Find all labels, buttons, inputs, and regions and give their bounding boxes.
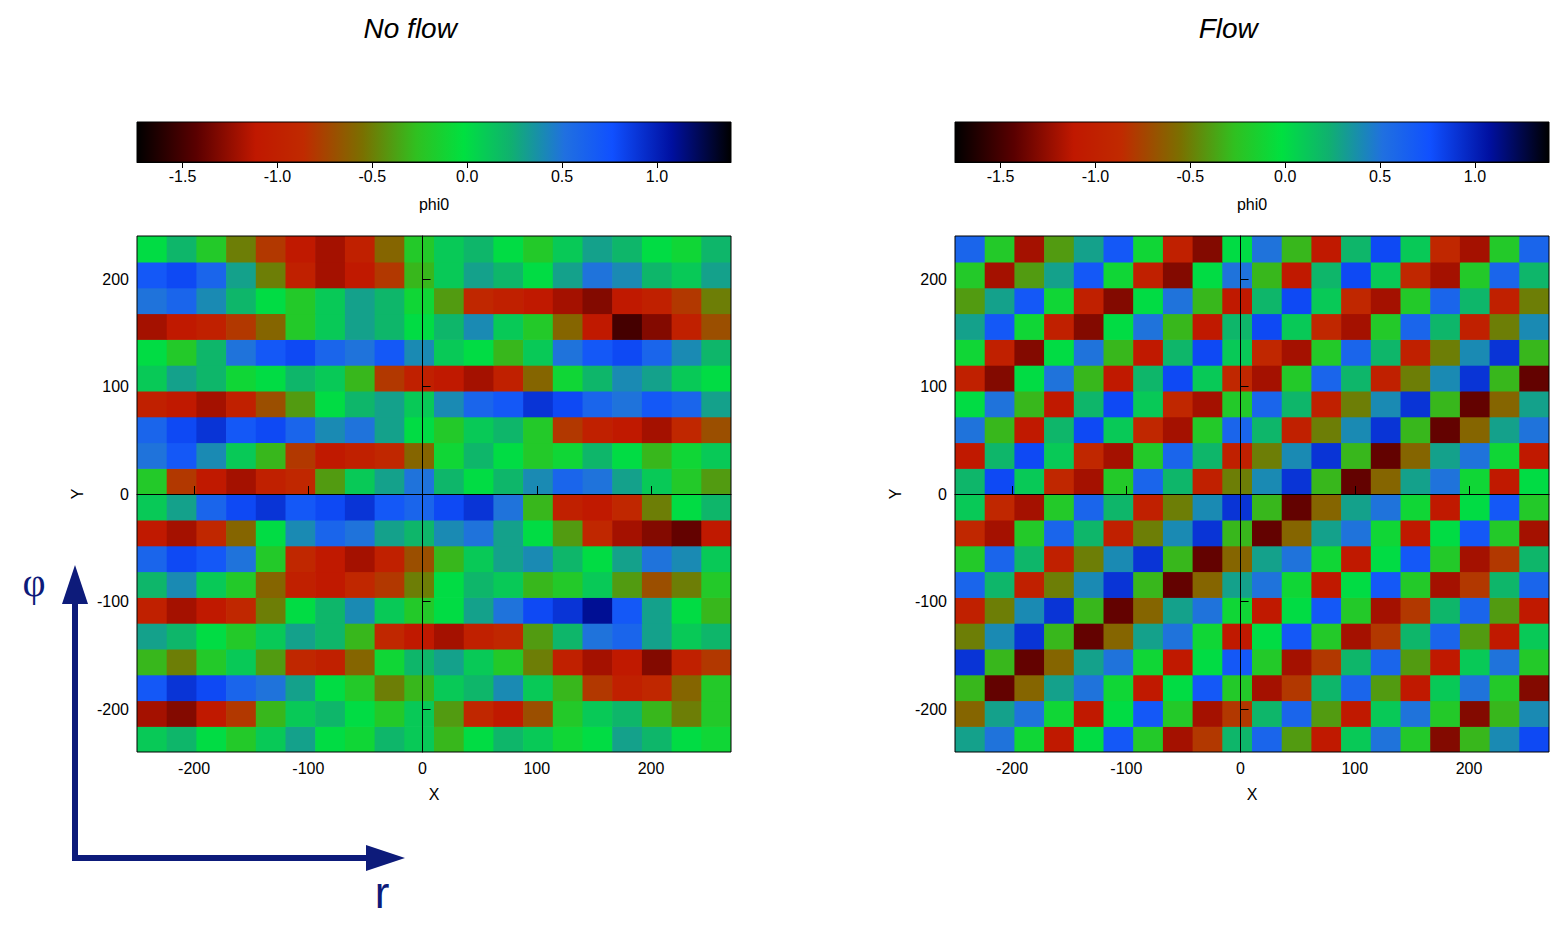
- svg-text:0: 0: [120, 486, 129, 503]
- svg-text:0.0: 0.0: [1274, 168, 1296, 185]
- svg-text:No flow: No flow: [364, 13, 459, 44]
- svg-text:-200: -200: [915, 701, 947, 718]
- svg-text:1.0: 1.0: [646, 168, 668, 185]
- svg-text:100: 100: [523, 760, 550, 777]
- svg-text:1.0: 1.0: [1464, 168, 1486, 185]
- svg-text:200: 200: [1456, 760, 1483, 777]
- svg-text:-1.0: -1.0: [264, 168, 292, 185]
- svg-text:-200: -200: [97, 701, 129, 718]
- svg-text:200: 200: [102, 271, 129, 288]
- svg-text:-1.0: -1.0: [1082, 168, 1110, 185]
- svg-text:0.5: 0.5: [551, 168, 573, 185]
- svg-text:0.0: 0.0: [456, 168, 478, 185]
- svg-text:-200: -200: [178, 760, 210, 777]
- svg-text:-1.5: -1.5: [987, 168, 1015, 185]
- svg-text:0: 0: [1236, 760, 1245, 777]
- svg-text:Flow: Flow: [1199, 13, 1260, 44]
- svg-text:-0.5: -0.5: [1177, 168, 1205, 185]
- svg-text:-1.5: -1.5: [169, 168, 197, 185]
- svg-text:-0.5: -0.5: [359, 168, 387, 185]
- svg-text:Y: Y: [887, 488, 904, 499]
- svg-text:X: X: [429, 786, 440, 803]
- svg-text:0: 0: [938, 486, 947, 503]
- svg-text:phi0: phi0: [1237, 196, 1267, 213]
- svg-text:-100: -100: [1110, 760, 1142, 777]
- svg-text:0: 0: [418, 760, 427, 777]
- svg-text:200: 200: [638, 760, 665, 777]
- svg-text:r: r: [375, 868, 390, 917]
- svg-text:Y: Y: [69, 488, 86, 499]
- svg-text:-100: -100: [97, 593, 129, 610]
- svg-text:100: 100: [920, 378, 947, 395]
- svg-text:200: 200: [920, 271, 947, 288]
- svg-text:100: 100: [1341, 760, 1368, 777]
- svg-text:phi0: phi0: [419, 196, 449, 213]
- svg-text:0.5: 0.5: [1369, 168, 1391, 185]
- svg-text:-100: -100: [292, 760, 324, 777]
- svg-text:-100: -100: [915, 593, 947, 610]
- svg-text:φ: φ: [22, 560, 45, 605]
- svg-text:X: X: [1247, 786, 1258, 803]
- svg-text:100: 100: [102, 378, 129, 395]
- svg-text:-200: -200: [996, 760, 1028, 777]
